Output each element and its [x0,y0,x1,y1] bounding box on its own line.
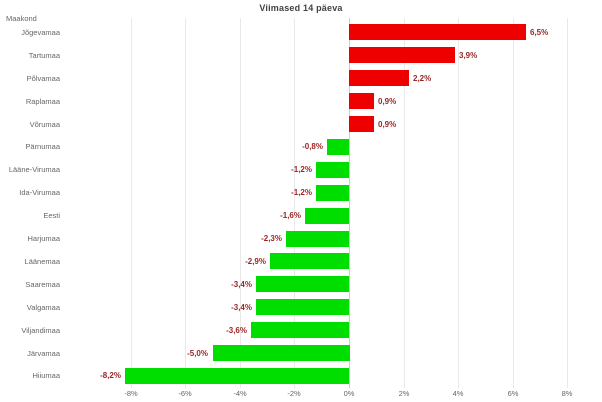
x-tick-label: -6% [178,389,192,398]
bar-row-võrumaa: Võrumaa 0,9% [0,113,602,136]
grid-line [458,18,459,388]
value-label: -3,4% [231,279,252,289]
bar-lääne-virumaa[interactable] [316,161,349,178]
value-label: 0,9% [378,96,397,106]
value-label: -3,4% [231,302,252,312]
bar-eesti[interactable] [305,207,349,224]
bar-row-raplamaa: Raplamaa 0,9% [0,90,602,113]
value-label: 0,9% [378,119,397,129]
bar-row-eesti: Eesti -1,6% [0,204,602,227]
category-label: Raplamaa [25,96,60,106]
grid-line [131,18,132,388]
grid-line [240,18,241,388]
value-label: -0,8% [302,142,323,152]
category-label: Järvamaa [27,348,60,358]
value-label: -3,6% [226,325,247,335]
grid-line [294,18,295,388]
bar-põlvamaa[interactable] [349,70,409,87]
bar-järvamaa[interactable] [213,345,350,362]
chart-title: Viimased 14 päeva [259,3,343,13]
zero-axis-line [349,18,350,388]
bar-row-jõgevamaa: Jõgevamaa 6,5% [0,21,602,44]
category-label: Võrumaa [29,119,60,129]
bar-jõgevamaa[interactable] [349,24,526,41]
value-label: -5,0% [187,348,208,358]
bar-row-viljandimaa: Viljandimaa -3,6% [0,319,602,342]
bar-row-lääne-virumaa: Lääne-Virumaa -1,2% [0,158,602,181]
category-label: Põlvamaa [26,73,60,83]
value-label: 2,2% [413,73,432,83]
value-label: -2,3% [261,234,282,244]
bar-võrumaa[interactable] [349,116,374,133]
grid-line [513,18,514,388]
bar-row-valgamaa: Valgamaa -3,4% [0,296,602,319]
x-tick-label: 8% [561,389,573,398]
bar-tartumaa[interactable] [349,47,455,64]
bar-ida-virumaa[interactable] [316,184,349,201]
bar-viljandimaa[interactable] [251,322,349,339]
bar-row-ida-virumaa: Ida-Virumaa -1,2% [0,181,602,204]
x-tick-label: -2% [287,389,301,398]
bar-row-põlvamaa: Põlvamaa 2,2% [0,67,602,90]
value-label: -8,2% [100,371,121,381]
category-label: Pärnumaa [25,142,60,152]
bar-harjumaa[interactable] [286,230,349,247]
category-label: Lääne-Virumaa [8,165,60,175]
category-label: Valgamaa [26,302,60,312]
category-label: Harjumaa [27,234,60,244]
value-label: -1,2% [291,188,312,198]
category-label: Ida-Virumaa [19,188,60,198]
bar-valgamaa[interactable] [256,299,349,316]
bar-row-pärnumaa: Pärnumaa -0,8% [0,136,602,159]
value-label: 6,5% [530,27,549,37]
bar-row-harjumaa: Harjumaa -2,3% [0,227,602,250]
x-tick-label: 0% [343,389,355,398]
bar-row-hiiumaa: Hiiumaa -8,2% [0,365,602,388]
y-axis-header: Maakond [6,14,37,23]
x-tick-label: -4% [233,389,247,398]
category-label: Tartumaa [28,50,60,60]
bar-row-läänemaa: Läänemaa -2,9% [0,250,602,273]
x-tick-label: 4% [452,389,464,398]
bar-saaremaa[interactable] [256,276,349,293]
bar-row-tartumaa: Tartumaa 3,9% [0,44,602,67]
category-label: Läänemaa [24,256,60,266]
bar-row-saaremaa: Saaremaa -3,4% [0,273,602,296]
value-label: 3,9% [459,50,478,60]
bar-pärnumaa[interactable] [327,138,349,155]
category-label: Saaremaa [25,279,60,289]
bar-hiiumaa[interactable] [125,367,349,384]
x-tick-label: 2% [398,389,410,398]
category-label: Hiiumaa [32,371,60,381]
bar-läänemaa[interactable] [270,253,349,270]
value-label: -2,9% [245,256,266,266]
value-label: -1,6% [280,211,301,221]
category-label: Viljandimaa [21,325,60,335]
value-label: -1,2% [291,165,312,175]
category-label: Jõgevamaa [21,27,60,37]
grid-line [567,18,568,388]
category-label: Eesti [43,211,60,221]
x-tick-label: -8% [124,389,138,398]
grid-line [185,18,186,388]
x-tick-label: 6% [507,389,519,398]
grid-line [404,18,405,388]
bar-raplamaa[interactable] [349,93,374,110]
bar-row-järvamaa: Järvamaa -5,0% [0,342,602,365]
